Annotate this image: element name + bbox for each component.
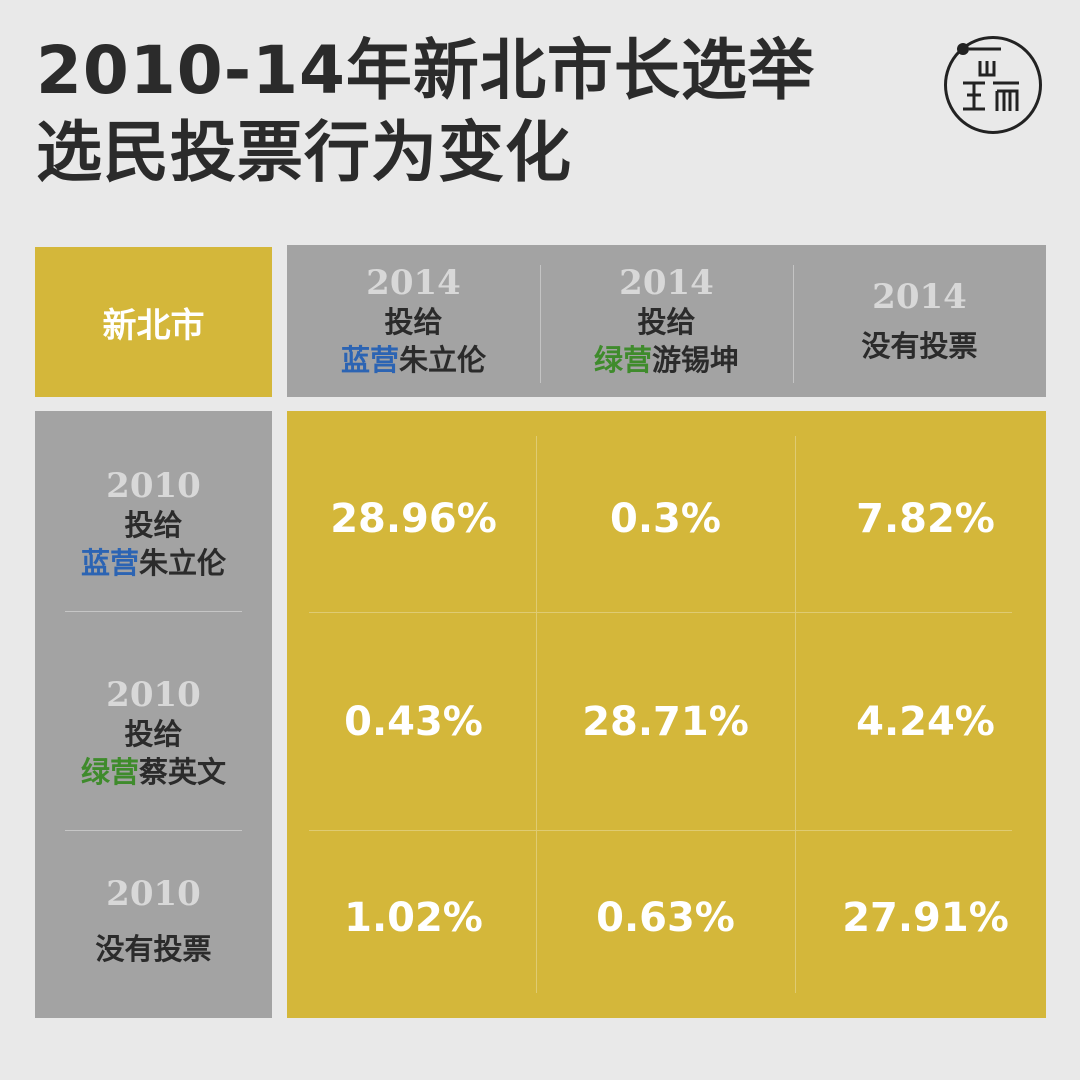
row-action: 投给 [124,508,183,542]
row-year: 2010 [106,466,201,506]
grid-divider [309,612,1012,613]
chart-title: 2010-14年新北市长选举 选民投票行为变化 [36,30,815,194]
cell-value: 0.43% [344,699,483,745]
candidate-name: 朱立伦 [139,546,227,580]
grid-divider [536,436,537,993]
row-year: 2010 [106,675,201,715]
value-grid: 28.96% 0.3% 7.82% 0.43% 28.71% 4.24% 1.0… [287,411,1046,1018]
row-divider [65,830,242,831]
cell-value: 28.71% [582,699,749,745]
cell-value: 7.82% [856,496,995,542]
corner-label: 新北市 [35,247,272,397]
column-candidate-line: 没有投票 [861,327,977,365]
column-year: 2014 [619,263,714,303]
cell-value: 0.63% [596,895,735,941]
candidate-name: 没有投票 [95,932,212,966]
cell-value: 0.3% [610,496,721,542]
column-header: 2014 投给 绿营游锡坤 [540,245,793,397]
logo-icon [944,36,1042,134]
column-year: 2014 [366,263,461,303]
row-header: 2010 投给 绿营蔡英文 [35,645,272,821]
row-candidate-line: 没有投票 [95,930,211,968]
column-headers: 2014 投给 蓝营朱立伦 2014 投给 绿营游锡坤 2014 没有投票 [287,245,1046,397]
cell-value: 1.02% [344,895,483,941]
camp-label: 绿营 [593,343,652,377]
row-divider [65,611,242,612]
candidate-name: 蔡英文 [139,755,227,789]
cell-value: 27.91% [842,895,1009,941]
column-candidate-line: 绿营游锡坤 [594,341,739,379]
column-action: 投给 [384,305,443,339]
candidate-name: 游锡坤 [652,343,740,377]
column-action: 投给 [637,305,696,339]
column-header: 2014 没有投票 [793,245,1046,397]
candidate-name: 没有投票 [861,329,978,363]
column-candidate-line: 蓝营朱立伦 [341,341,486,379]
title-line-1: 2010-14年新北市长选举 [36,32,815,109]
grid-divider [795,436,796,993]
camp-label: 蓝营 [80,546,139,580]
row-candidate-line: 绿营蔡英文 [81,753,226,791]
cell-value: 4.24% [856,699,995,745]
row-headers: 2010 投给 蓝营朱立伦 2010 投给 绿营蔡英文 2010 没有投票 [35,411,272,1018]
camp-label: 绿营 [80,755,139,789]
camp-label: 蓝营 [340,343,399,377]
title-line-2: 选民投票行为变化 [36,114,572,191]
row-header: 2010 没有投票 [35,851,272,991]
cell-value: 28.96% [330,496,497,542]
column-year: 2014 [872,277,967,317]
grid-divider [309,830,1012,831]
column-header: 2014 投给 蓝营朱立伦 [287,245,540,397]
candidate-name: 朱立伦 [399,343,487,377]
row-action: 投给 [124,717,183,751]
row-header: 2010 投给 蓝营朱立伦 [35,436,272,612]
row-candidate-line: 蓝营朱立伦 [81,544,226,582]
row-year: 2010 [106,874,201,914]
